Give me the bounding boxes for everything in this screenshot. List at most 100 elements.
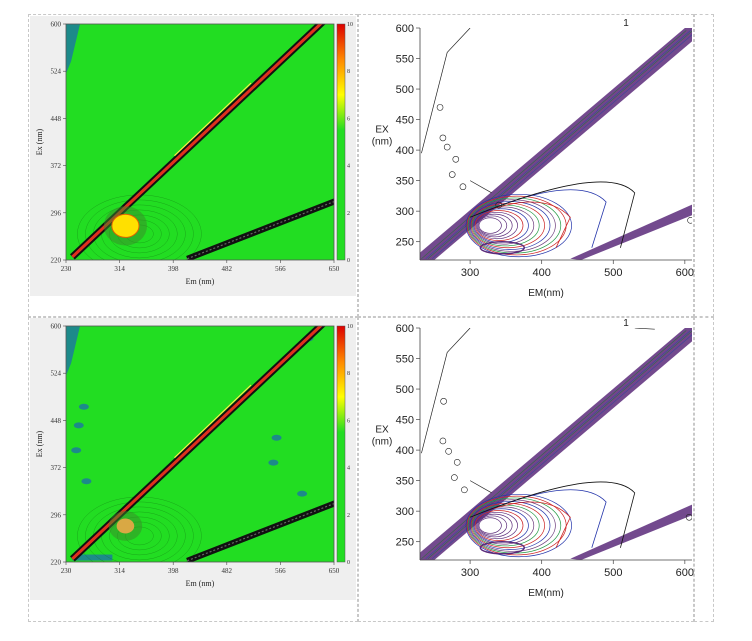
low-intensity-speckle — [297, 490, 308, 497]
x-axis-tick-label: 500 — [604, 567, 622, 579]
table-cell-r2-c2 — [358, 317, 694, 622]
x-axis-tick-label: 600 — [676, 267, 694, 279]
x-axis-tick-label: 500 — [604, 267, 622, 279]
y-axis-tick-label: 600 — [51, 21, 62, 29]
faint-peak — [116, 518, 135, 534]
y-axis-tick-label: 448 — [51, 115, 62, 123]
low-intensity-region — [72, 554, 113, 561]
scatter-band-contour — [421, 330, 687, 560]
peak-contour-line — [465, 193, 572, 258]
contour-panel-2: 300 400 500 600 250 300 350 400 450 500 550 600 1 EM(… — [360, 316, 694, 616]
chart-title: 1 — [623, 318, 629, 329]
y-axis-tick-label: 372 — [51, 464, 62, 472]
heatmap-contour-ring — [109, 516, 170, 556]
y-axis-tick-label: 400 — [396, 445, 414, 457]
peak-contour-line — [474, 510, 524, 541]
heatmap-chart-2: 0 2 4 6 8 10 230 314 398 482 566 650 220 296 372 448 524… — [35, 323, 353, 589]
low-band-contour — [479, 541, 526, 555]
peak-contour-line — [475, 511, 518, 540]
colorbar-tick-label: 2 — [347, 211, 350, 217]
y-axis-tick-label: 524 — [51, 68, 62, 76]
x-axis-label: EM(nm) — [528, 588, 564, 599]
heatmap-contour-ring — [85, 501, 194, 562]
outer-contour-line — [469, 181, 636, 248]
colorbar-tick-label: 6 — [347, 116, 350, 122]
x-axis-tick-label: 482 — [222, 567, 233, 575]
peak-contour-line — [468, 499, 556, 552]
low-intensity-region — [66, 24, 81, 74]
colorbar-tick-label: 10 — [347, 22, 353, 28]
noise-contour — [452, 155, 460, 163]
y-axis-tick-label: 220 — [51, 559, 62, 567]
low-intensity-speckle — [268, 459, 279, 466]
colorbar-tick-label: 0 — [347, 560, 350, 566]
colorbar-tick-label: 10 — [347, 324, 353, 330]
x-axis-tick-label: 650 — [329, 265, 340, 273]
peak-contour-line — [468, 199, 556, 252]
noise-contour — [439, 437, 447, 445]
x-axis-tick-label: 566 — [275, 567, 286, 575]
y-axis-tick-label: 550 — [396, 54, 414, 66]
y-axis-tick-label: 500 — [396, 84, 414, 96]
heatmap-plot-area — [66, 326, 334, 562]
noise-contour — [445, 448, 452, 455]
peak-contour-line — [478, 517, 502, 534]
peak-contour-line — [478, 217, 502, 234]
y-axis-tick-label: 372 — [51, 162, 62, 170]
table-cell-r1-c3 — [694, 14, 714, 317]
x-axis-tick-label: 300 — [461, 567, 479, 579]
scatter-band-contour — [421, 30, 687, 260]
chart-title: 1 — [623, 18, 629, 29]
noise-contour — [439, 134, 447, 142]
y-axis-tick-label: 220 — [51, 257, 62, 265]
peak-contour-line — [476, 513, 513, 538]
peak-contour-line — [472, 506, 535, 545]
peak-contour-line — [477, 215, 508, 236]
contour-plot-area — [420, 328, 692, 560]
yellow-peak — [111, 213, 140, 238]
contour-chart-2: 300 400 500 600 250 300 350 400 450 500 550 600 1 EM(… — [372, 318, 694, 599]
noise-contour-line — [421, 28, 471, 154]
low-intensity-speckle — [78, 403, 89, 410]
heatmap-plot-area — [66, 24, 334, 260]
colorbar-tick-label: 8 — [347, 371, 350, 377]
y-axis-label: Ex (nm) — [35, 430, 44, 457]
heatmap-panel-1: 0 2 4 6 8 10 230 314 398 482 566 650 220 296 372 448 524… — [30, 16, 356, 296]
noise-contour-line — [469, 480, 492, 494]
colorbar-tick-label: 8 — [347, 69, 350, 75]
y-axis-tick-label: 400 — [396, 145, 414, 157]
table-cell-r2-c3 — [694, 317, 714, 622]
x-axis-tick-label: 230 — [61, 265, 72, 273]
y-axis-tick-label: 450 — [396, 115, 414, 127]
y-axis-label: EX — [375, 124, 389, 135]
x-axis-tick-label: 230 — [61, 567, 72, 575]
y-axis-tick-label: 296 — [51, 511, 62, 519]
y-axis-label-unit: (nm) — [372, 436, 393, 447]
noise-contour-line — [634, 328, 655, 330]
y-axis-tick-label: 300 — [396, 206, 414, 218]
x-axis-tick-label: 650 — [329, 567, 340, 575]
noise-contour-line — [421, 328, 471, 454]
y-axis-tick-label: 600 — [396, 23, 414, 35]
contour-panel-1: 300 400 500 600 250 300 350 400 450 500 550 600 1 EM(… — [360, 16, 694, 316]
x-axis-label: Em (nm) — [186, 579, 215, 588]
x-axis-tick-label: 314 — [114, 265, 125, 273]
colorbar-tick-label: 2 — [347, 513, 350, 519]
peak-contour-line — [469, 501, 551, 550]
noise-contour — [459, 183, 467, 191]
noise-contour — [685, 513, 692, 521]
x-axis-tick-label: 400 — [533, 267, 551, 279]
noise-contour — [448, 171, 456, 178]
y-axis-tick-label: 350 — [396, 476, 414, 488]
noise-contour — [451, 474, 458, 481]
outer-contour-line — [469, 481, 636, 548]
noise-contour — [440, 397, 447, 405]
noise-contour — [495, 201, 503, 209]
peak-contour-line — [465, 493, 572, 558]
noise-contour — [687, 217, 692, 224]
peak-contour-line — [469, 201, 551, 250]
peak-contour-line — [472, 206, 535, 245]
x-axis-label: EM(nm) — [528, 288, 564, 299]
contour-chart-1: 300 400 500 600 250 300 350 400 450 500 550 600 1 EM(… — [372, 18, 694, 299]
y-axis-tick-label: 550 — [396, 354, 414, 366]
